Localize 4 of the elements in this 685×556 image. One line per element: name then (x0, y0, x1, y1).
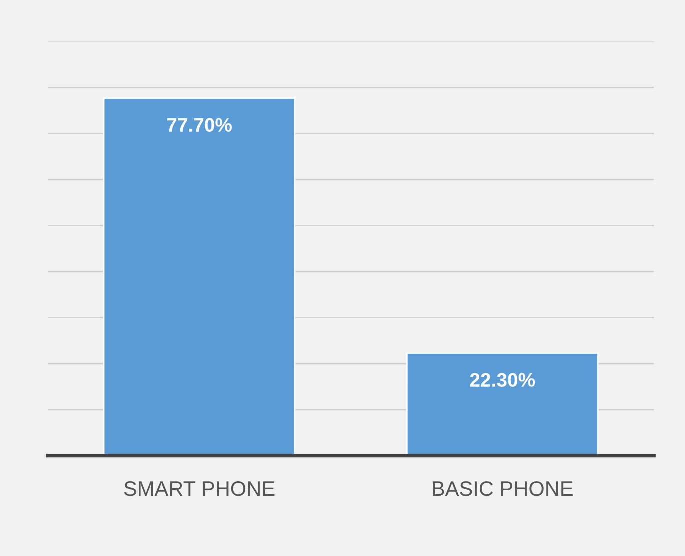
data-label: 22.30% (470, 373, 536, 388)
x-tick-label: BASIC PHONE (433, 481, 573, 496)
x-tick-label: SMART PHONE (124, 481, 275, 496)
data-label: 77.70% (167, 118, 232, 132)
